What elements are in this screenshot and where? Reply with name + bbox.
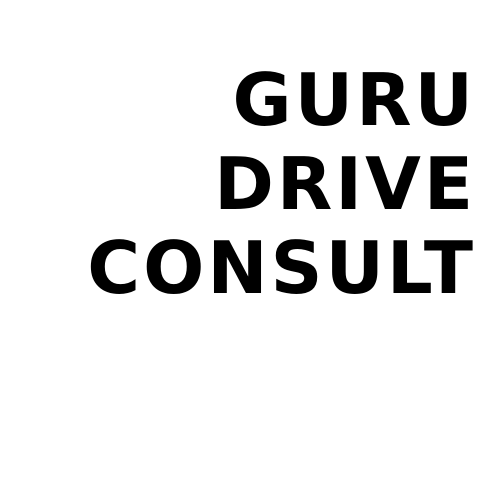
logo-line-guru: GURU [232,58,476,142]
logo-wordmark: GURU DRIVE CONSULT [87,58,476,310]
logo-line-consult: CONSULT [87,226,476,310]
logo-line-drive: DRIVE [214,142,476,226]
